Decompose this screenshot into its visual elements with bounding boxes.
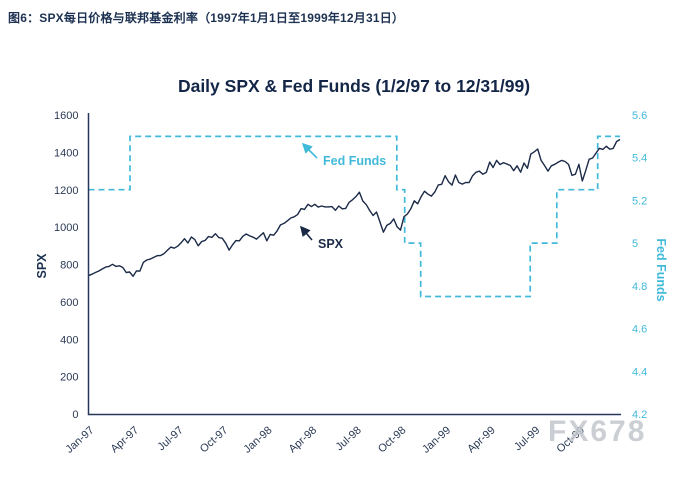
y-tick-label-left: 1400: [54, 147, 78, 159]
x-tick-label: Jul-97: [155, 424, 185, 453]
y-tick-label-left: 200: [60, 372, 78, 384]
y-tick-label-right: 4.8: [632, 281, 647, 293]
y-tick-label-left: 400: [60, 334, 78, 346]
x-tick-label: Jan-97: [63, 424, 96, 455]
spx-arrow-icon: [299, 225, 313, 241]
y-tick-label-right: 5.4: [632, 153, 647, 165]
y-tick-label-left: 0: [72, 409, 78, 421]
x-tick-label: Oct-98: [376, 424, 409, 455]
y-tick-label-left: 600: [60, 297, 78, 309]
y-tick-label-right: 4.2: [632, 409, 647, 421]
spx-annotation: SPX: [299, 225, 344, 251]
figure-caption: 图6：SPX每日价格与联邦基金利率（1997年1月1日至1999年12月31日）: [8, 11, 405, 25]
x-tick-label: Apr-98: [287, 424, 320, 455]
y-tick-label-left: 800: [60, 260, 78, 272]
y-tick-label-right: 5.6: [632, 110, 647, 122]
y-tick-label-right: 5: [632, 238, 638, 250]
x-tick-label: Jul-99: [512, 424, 542, 453]
fed-funds-annotation: Fed Funds: [301, 142, 386, 168]
fed-funds-annotation-label: Fed Funds: [323, 154, 386, 168]
spx-line: [88, 138, 621, 277]
y-tick-label-left: 1200: [54, 185, 78, 197]
y-axis-title-left: SPX: [35, 253, 49, 279]
x-tick-label: Apr-99: [465, 424, 498, 455]
y-tick-label-right: 4.4: [632, 366, 647, 378]
chart-title: Daily SPX & Fed Funds (1/2/97 to 12/31/9…: [177, 76, 531, 96]
axis-lines: [87, 113, 621, 416]
y-tick-label-right: 5.2: [632, 195, 647, 207]
x-tick-label: Jan-99: [420, 424, 453, 455]
x-tick-label: Jul-98: [334, 424, 364, 453]
x-tick-label: Oct-97: [198, 424, 231, 455]
y-tick-label-left: 1600: [54, 110, 78, 122]
y-tick-label-right: 4.6: [632, 324, 647, 336]
y-axis-title-right: Fed Funds: [654, 238, 668, 301]
watermark: FX678: [548, 415, 647, 448]
x-tick-label: Apr-97: [109, 424, 142, 455]
spx-annotation-label: SPX: [318, 237, 344, 251]
x-tick-label: Jan-98: [242, 424, 275, 455]
y-tick-label-left: 1000: [54, 222, 78, 234]
fed-funds-arrow-icon: [301, 142, 318, 159]
